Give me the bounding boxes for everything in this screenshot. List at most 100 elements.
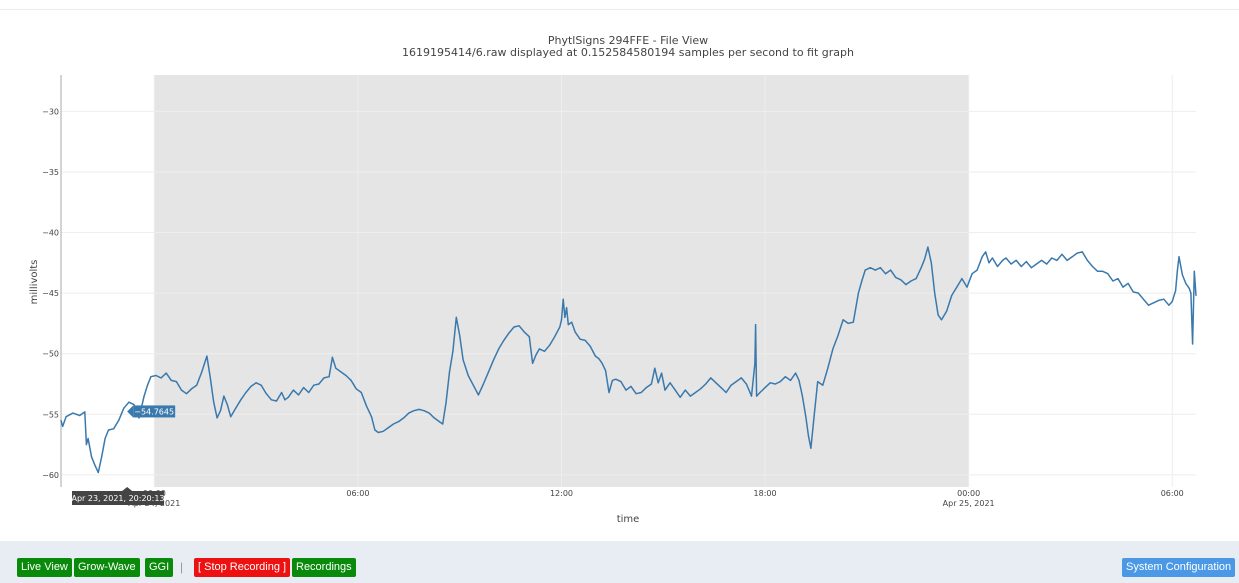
data-point — [900, 279, 902, 281]
data-point — [1086, 259, 1088, 261]
data-point — [934, 292, 936, 294]
data-point — [138, 417, 140, 419]
data-point — [754, 362, 756, 364]
data-point — [842, 319, 844, 321]
data-point — [201, 371, 203, 373]
data-point — [985, 251, 987, 253]
data-point — [180, 389, 183, 391]
data-point — [94, 464, 96, 466]
live-view-button[interactable]: Live View — [17, 558, 72, 577]
data-point — [340, 371, 342, 373]
data-point — [674, 389, 676, 391]
data-point — [715, 382, 717, 384]
data-point — [472, 384, 474, 386]
data-point — [1188, 287, 1190, 289]
data-point — [365, 405, 367, 407]
y-tick-label: −30 — [42, 107, 59, 116]
data-point — [745, 383, 748, 385]
data-point — [265, 393, 267, 395]
data-point — [216, 417, 218, 419]
data-point — [503, 339, 505, 341]
data-point — [920, 267, 922, 269]
data-point — [403, 417, 405, 419]
data-point — [774, 383, 776, 385]
data-point — [710, 377, 712, 379]
data-point — [150, 376, 152, 378]
data-point — [1071, 256, 1073, 258]
data-point — [1102, 270, 1104, 272]
data-point — [930, 262, 932, 264]
data-point — [428, 412, 430, 414]
data-point — [1097, 270, 1099, 272]
data-point — [392, 423, 395, 425]
data-point — [413, 410, 415, 412]
data-point — [1051, 257, 1053, 259]
data-point — [554, 336, 556, 338]
data-point — [84, 411, 86, 413]
hover-time-label: Apr 23, 2021, 20:20:13 — [71, 494, 164, 503]
data-point — [240, 399, 242, 401]
recordings-button[interactable]: Recordings — [292, 558, 356, 577]
data-point — [661, 372, 663, 374]
data-point — [101, 456, 103, 458]
data-point — [191, 388, 193, 390]
data-point — [1020, 265, 1022, 268]
series-layer — [60, 246, 1197, 474]
data-point — [801, 395, 804, 397]
data-point — [1192, 343, 1194, 345]
data-point — [155, 374, 157, 377]
data-point — [924, 258, 926, 260]
data-point — [1117, 278, 1119, 280]
x-tick-label: 12:00 — [550, 489, 573, 498]
data-point — [113, 428, 115, 430]
data-point — [567, 324, 569, 326]
data-point — [640, 391, 642, 394]
data-point — [837, 334, 839, 337]
hover-value-pointer — [127, 405, 134, 418]
data-point — [759, 391, 761, 394]
data-point — [374, 429, 376, 431]
data-point — [408, 412, 410, 414]
data-point — [87, 437, 89, 440]
data-point — [705, 383, 707, 385]
data-point — [523, 331, 525, 333]
data-point — [79, 414, 81, 417]
data-point — [1035, 263, 1038, 265]
data-point — [795, 372, 797, 374]
data-point — [377, 431, 379, 434]
data-point — [645, 387, 647, 389]
data-point — [810, 447, 812, 449]
data-point — [700, 388, 702, 390]
data-point — [226, 404, 228, 406]
data-point — [387, 427, 389, 429]
data-point — [805, 416, 807, 418]
data-point — [133, 404, 135, 406]
data-point — [1168, 304, 1170, 306]
stop-recording-button[interactable]: [ Stop Recording ] — [194, 558, 291, 577]
data-point — [1091, 265, 1094, 268]
data-point — [1112, 280, 1114, 282]
data-point — [549, 344, 551, 346]
data-point — [448, 371, 451, 373]
data-point — [1081, 251, 1083, 253]
ggi-button[interactable]: GGI — [145, 558, 174, 577]
system-configuration-button[interactable]: System Configuration — [1122, 558, 1236, 577]
data-point — [827, 367, 829, 369]
data-point — [323, 377, 325, 379]
data-point — [564, 316, 566, 318]
data-point — [482, 383, 484, 385]
data-point — [615, 378, 617, 380]
data-point — [940, 319, 943, 321]
data-point — [1171, 301, 1173, 303]
grow-wave-button[interactable]: Grow-Wave — [74, 558, 140, 577]
data-point — [669, 382, 671, 384]
chart-subtitle: 1619195414/6.raw displayed at 0.15258458… — [402, 46, 854, 59]
data-point — [1195, 294, 1197, 297]
data-point — [209, 377, 211, 379]
data-point — [574, 331, 576, 333]
hover-time-box — [72, 491, 164, 505]
data-point — [571, 321, 573, 323]
data-point — [355, 388, 357, 390]
data-point — [971, 273, 973, 275]
